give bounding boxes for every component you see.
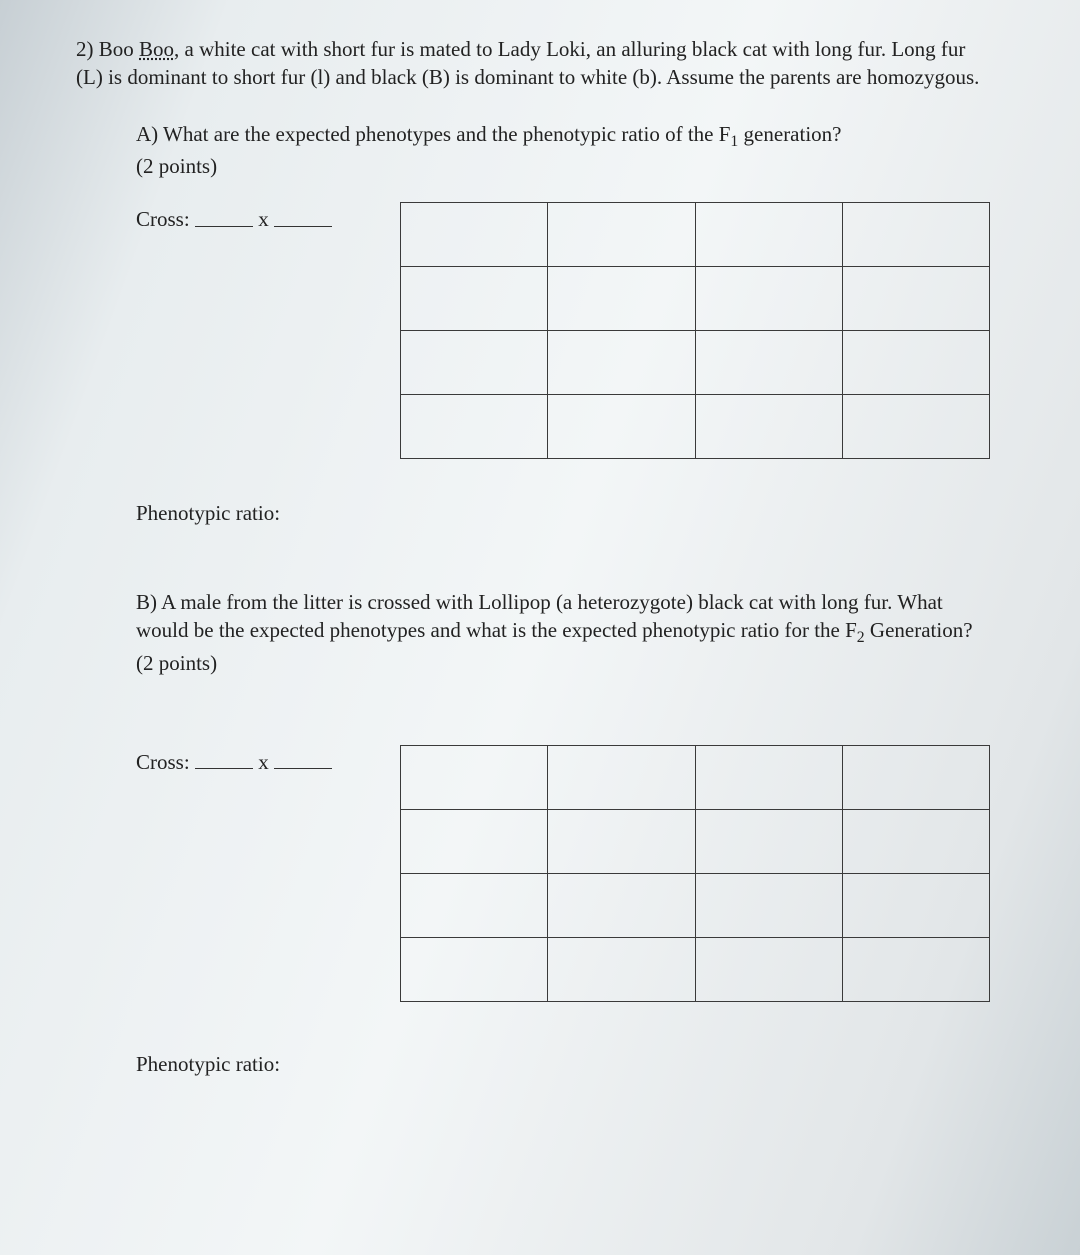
intro-underlined: Boo	[139, 37, 174, 61]
part-b-cross-row: Cross: x	[136, 745, 990, 1002]
table-cell[interactable]	[401, 873, 548, 937]
table-cell[interactable]	[401, 395, 548, 459]
table-cell[interactable]	[548, 267, 695, 331]
table-cell[interactable]	[842, 873, 989, 937]
table-cell[interactable]	[548, 873, 695, 937]
table-cell[interactable]	[548, 203, 695, 267]
table-row	[401, 873, 990, 937]
intro-text-rest: , a white cat with short fur is mated to…	[76, 37, 979, 89]
cross-label-a: Cross:	[136, 208, 190, 232]
part-a: A) What are the expected phenotypes and …	[76, 120, 990, 528]
table-row	[401, 809, 990, 873]
table-cell[interactable]	[401, 203, 548, 267]
cross-blank-b-1[interactable]	[195, 747, 253, 769]
part-a-question: A) What are the expected phenotypes and …	[136, 120, 990, 181]
punnett-square-a[interactable]	[400, 202, 990, 459]
table-row	[401, 745, 990, 809]
table-cell[interactable]	[695, 873, 842, 937]
table-row	[401, 203, 990, 267]
cross-blank-a-2[interactable]	[274, 204, 332, 226]
part-b-ratio: Phenotypic ratio:	[136, 1050, 990, 1078]
question-intro: 2) Boo Boo, a white cat with short fur i…	[76, 35, 990, 92]
punnett-a-wrap	[338, 202, 990, 459]
table-cell[interactable]	[548, 937, 695, 1001]
ratio-label-b: Phenotypic ratio:	[136, 1052, 280, 1076]
worksheet-page: 2) Boo Boo, a white cat with short fur i…	[0, 0, 1080, 1148]
part-b-text-before: B) A male from the litter is crossed wit…	[136, 590, 943, 642]
table-cell[interactable]	[695, 267, 842, 331]
part-a-points: (2 points)	[136, 154, 217, 178]
table-cell[interactable]	[695, 331, 842, 395]
table-cell[interactable]	[548, 331, 695, 395]
punnett-b-wrap	[338, 745, 990, 1002]
punnett-square-b[interactable]	[400, 745, 990, 1002]
table-cell[interactable]	[695, 395, 842, 459]
part-b-gap	[136, 699, 990, 739]
table-cell[interactable]	[401, 937, 548, 1001]
table-row	[401, 331, 990, 395]
table-cell[interactable]	[695, 809, 842, 873]
question-number: 2)	[76, 37, 94, 61]
table-cell[interactable]	[842, 745, 989, 809]
part-b-sub: 2	[857, 629, 865, 646]
table-cell[interactable]	[695, 745, 842, 809]
table-cell[interactable]	[842, 267, 989, 331]
table-cell[interactable]	[695, 937, 842, 1001]
ratio-label-a: Phenotypic ratio:	[136, 501, 280, 525]
part-a-text-after: generation?	[738, 122, 841, 146]
table-cell[interactable]	[842, 809, 989, 873]
part-a-cross-label-wrap: Cross: x	[136, 202, 338, 233]
cross-x-a: x	[258, 208, 269, 232]
cross-label-b: Cross:	[136, 750, 190, 774]
table-cell[interactable]	[401, 809, 548, 873]
part-b: B) A male from the litter is crossed wit…	[76, 588, 990, 1078]
table-cell[interactable]	[842, 203, 989, 267]
part-a-ratio: Phenotypic ratio:	[136, 499, 990, 527]
table-row	[401, 937, 990, 1001]
cross-blank-a-1[interactable]	[195, 204, 253, 226]
table-row	[401, 395, 990, 459]
part-a-text-before: A) What are the expected phenotypes and …	[136, 122, 730, 146]
table-cell[interactable]	[842, 937, 989, 1001]
table-cell[interactable]	[548, 745, 695, 809]
cross-blank-b-2[interactable]	[274, 747, 332, 769]
table-cell[interactable]	[842, 331, 989, 395]
table-row	[401, 267, 990, 331]
table-cell[interactable]	[401, 745, 548, 809]
table-cell[interactable]	[548, 809, 695, 873]
intro-text-1: Boo	[94, 37, 140, 61]
table-cell[interactable]	[842, 395, 989, 459]
table-cell[interactable]	[401, 267, 548, 331]
table-cell[interactable]	[548, 395, 695, 459]
table-cell[interactable]	[401, 331, 548, 395]
part-a-cross-row: Cross: x	[136, 202, 990, 459]
part-b-cross-label-wrap: Cross: x	[136, 745, 338, 776]
part-b-question: B) A male from the litter is crossed wit…	[136, 588, 990, 677]
cross-x-b: x	[258, 750, 269, 774]
table-cell[interactable]	[695, 203, 842, 267]
